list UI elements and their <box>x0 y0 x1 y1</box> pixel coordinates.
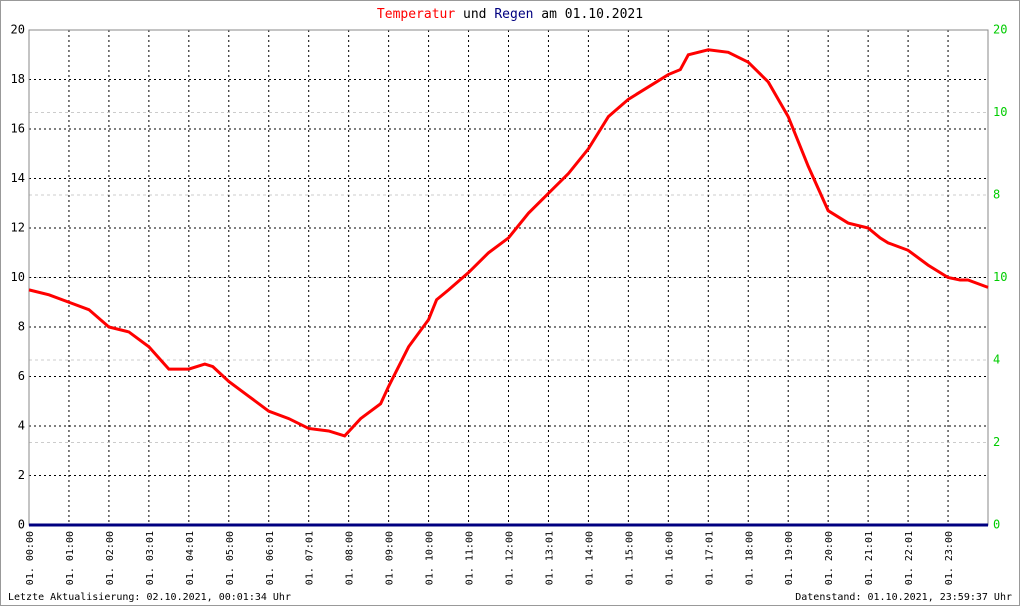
x-tick-label: 01. 01:00 <box>65 531 76 585</box>
y-tick-label: 18 <box>11 72 25 86</box>
y-tick-label: 12 <box>11 221 25 235</box>
y-tick-label: 16 <box>11 122 25 136</box>
x-tick-label: 01. 03:01 <box>145 531 156 585</box>
x-tick-label: 01. 15:00 <box>624 531 635 585</box>
y2-tick-label: 10 <box>993 105 1007 119</box>
footer-left: Letzte Aktualisierung: 02.10.2021, 00:01… <box>8 592 291 603</box>
x-tick-label: 01. 14:00 <box>584 531 595 585</box>
x-tick-label: 01. 17:01 <box>704 531 715 585</box>
y-tick-label: 10 <box>11 270 25 284</box>
x-tick-label: 01. 12:00 <box>505 531 516 585</box>
title-rain: Regen <box>494 7 533 22</box>
x-tick-label: 01. 19:00 <box>784 531 795 585</box>
x-tick-label: 01. 13:01 <box>544 531 555 585</box>
x-tick-label: 01. 07:01 <box>305 531 316 585</box>
y2-tick-label: 20 <box>993 23 1007 37</box>
y-tick-label: 14 <box>11 171 25 185</box>
x-tick-label: 01. 00:00 <box>25 531 36 585</box>
y2-tick-label: 4 <box>993 353 1000 367</box>
x-tick-label: 01. 06:01 <box>265 531 276 585</box>
title-part: und <box>455 7 494 22</box>
series-line <box>28 48 989 438</box>
x-tick-label: 01. 18:00 <box>744 531 755 585</box>
x-tick-label: 01. 11:00 <box>465 531 476 585</box>
y-tick-label: 20 <box>11 23 25 37</box>
y-tick-label: 0 <box>18 518 25 532</box>
y-tick-label: 8 <box>18 320 25 334</box>
x-tick-label: 01. 10:00 <box>425 531 436 585</box>
x-tick-label: 01. 08:00 <box>345 531 356 585</box>
x-tick-label: 01. 09:00 <box>385 531 396 585</box>
x-tick-label: 01. 23:00 <box>944 531 955 585</box>
y-tick-label: 4 <box>18 419 25 433</box>
chart-title: Temperatur und Regen am 01.10.2021 <box>377 7 643 22</box>
y2-tick-label: 10 <box>993 270 1007 284</box>
y2-tick-label: 8 <box>993 188 1000 202</box>
y-tick-label: 2 <box>18 468 25 482</box>
x-tick-label: 01. 22:01 <box>904 531 915 585</box>
footer-right: Datenstand: 01.10.2021, 23:59:37 Uhr <box>795 592 1012 603</box>
y-tick-label: 6 <box>18 369 25 383</box>
x-tick-label: 01. 20:00 <box>824 531 835 585</box>
x-tick-label: 01. 16:00 <box>664 531 675 585</box>
title-temp: Temperatur <box>377 7 455 22</box>
x-tick-label: 01. 02:00 <box>105 531 116 585</box>
title-part: am 01.10.2021 <box>533 7 643 22</box>
y2-tick-label: 0 <box>993 518 1000 532</box>
y2-tick-label: 2 <box>993 435 1000 449</box>
x-tick-label: 01. 21:01 <box>864 531 875 585</box>
x-tick-label: 01. 04:01 <box>185 531 196 585</box>
x-tick-label: 01. 05:00 <box>225 531 236 585</box>
